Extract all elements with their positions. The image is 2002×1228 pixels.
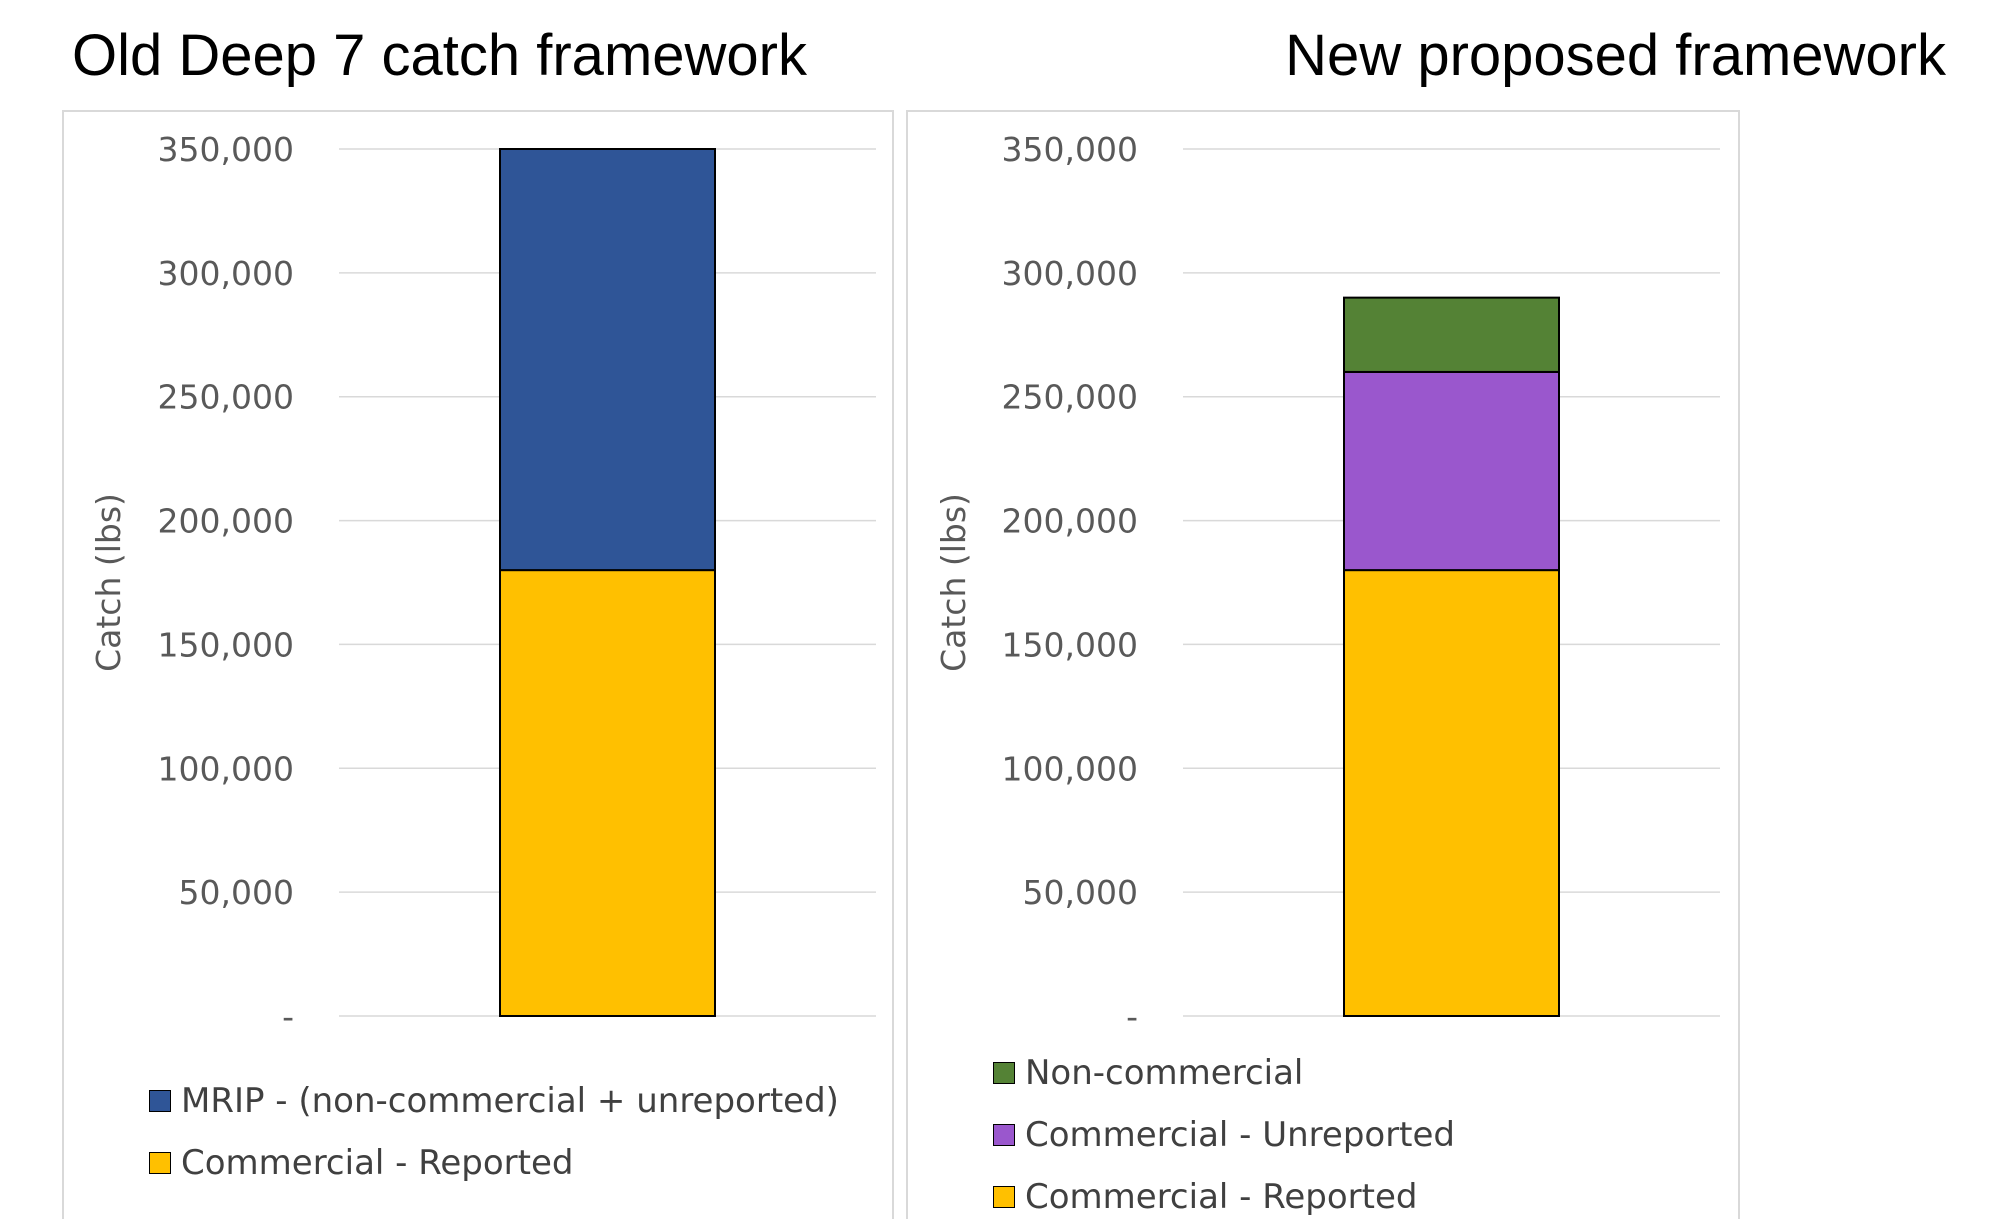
- legend-swatch: [993, 1062, 1015, 1084]
- legend-old-framework: MRIP - (non-commercial + unreported) Comm…: [149, 1070, 839, 1194]
- bar-segment-commercial-reported: [1343, 569, 1560, 1017]
- legend-item: Commercial - Reported: [993, 1166, 1455, 1228]
- y-tick-label: 300,000: [1002, 254, 1138, 293]
- y-tick-label: 250,000: [1002, 378, 1138, 417]
- legend-swatch: [993, 1186, 1015, 1208]
- bar-segment-commercial-unreported: [1343, 370, 1560, 572]
- y-tick-label: 200,000: [1002, 502, 1138, 541]
- legend-item: Commercial - Unreported: [993, 1104, 1455, 1166]
- legend-item: MRIP - (non-commercial + unreported): [149, 1070, 839, 1132]
- y-tick-label: 50,000: [179, 873, 294, 912]
- bar-segment-mrip-non-commercial-unreported: [499, 148, 716, 572]
- legend-item: Non-commercial: [993, 1042, 1455, 1104]
- y-tick-label: 50,000: [1023, 873, 1138, 912]
- y-tick-label: 200,000: [158, 502, 294, 541]
- legend-swatch: [993, 1124, 1015, 1146]
- y-tick-label: -: [1126, 997, 1138, 1036]
- chart-panel-old-framework: - 50,000 100,000 150,000 200,000 250,000 300,0…: [62, 110, 894, 1219]
- chart-panel-new-framework: - 50,000 100,000 150,000 200,000 250,000 300,0…: [906, 110, 1740, 1219]
- y-tick-label: 100,000: [1002, 749, 1138, 788]
- y-tick-label: -: [282, 997, 294, 1036]
- bar-segment-commercial-reported: [499, 569, 716, 1017]
- y-tick-label: 300,000: [158, 254, 294, 293]
- legend-swatch: [149, 1152, 171, 1174]
- chart-svg-new-framework: - 50,000 100,000 150,000 200,000 250,000 300,0…: [934, 130, 1720, 1036]
- y-tick-label: 350,000: [158, 130, 294, 169]
- y-tick-label: 100,000: [158, 749, 294, 788]
- y-tick-label: 150,000: [158, 625, 294, 664]
- legend-label: Commercial - Reported: [1025, 1177, 1418, 1217]
- y-tick-label: 350,000: [1002, 130, 1138, 169]
- legend-label: Commercial - Reported: [181, 1143, 574, 1183]
- y-tick-label: 250,000: [158, 378, 294, 417]
- bar-segment-non-commercial: [1343, 296, 1560, 373]
- legend-label: Non-commercial: [1025, 1053, 1304, 1093]
- legend-label: Commercial - Unreported: [1025, 1115, 1456, 1155]
- chart-title-old-framework: Old Deep 7 catch framework: [72, 23, 807, 88]
- y-axis-label: Catch (lbs): [89, 493, 128, 672]
- legend-swatch: [149, 1090, 171, 1112]
- legend-label: MRIP - (non-commercial + unreported): [181, 1081, 839, 1121]
- legend-item: Commercial - Reported: [149, 1132, 839, 1194]
- legend-new-framework: Non-commercial Commercial - Unreported Com…: [993, 1042, 1455, 1228]
- chart-svg-old-framework: - 50,000 100,000 150,000 200,000 250,000 300,0…: [89, 130, 876, 1036]
- y-axis-label: Catch (lbs): [934, 493, 973, 672]
- chart-title-new-framework: New proposed framework: [1285, 23, 1946, 88]
- y-tick-label: 150,000: [1002, 625, 1138, 664]
